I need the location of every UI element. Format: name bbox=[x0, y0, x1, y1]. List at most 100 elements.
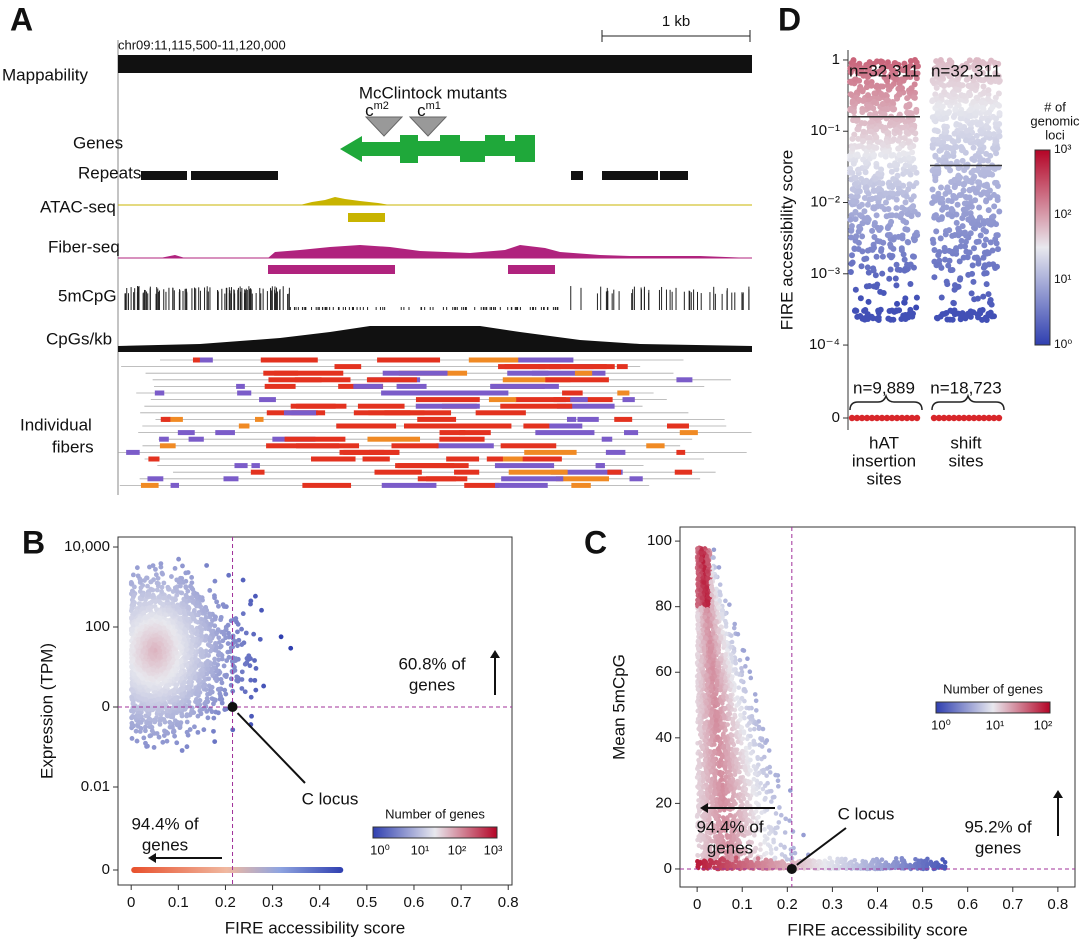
arrow-head bbox=[490, 650, 500, 658]
density-cell bbox=[162, 638, 167, 644]
fiber-segment bbox=[296, 443, 360, 449]
density-cell bbox=[165, 607, 171, 613]
density-cell bbox=[179, 675, 185, 681]
density-cell bbox=[160, 739, 166, 745]
density-cell bbox=[162, 671, 168, 677]
density-cell bbox=[735, 631, 741, 637]
y-axis-label: Mean 5mCpG bbox=[609, 654, 628, 760]
x-axis-label: FIRE accessibility score bbox=[225, 918, 405, 937]
fiber-segment bbox=[382, 370, 448, 376]
density-cell bbox=[248, 598, 254, 604]
density-cell bbox=[158, 561, 164, 567]
density-cell bbox=[151, 745, 157, 750]
density-cell bbox=[227, 649, 233, 654]
density-cell bbox=[164, 738, 170, 744]
density-cell bbox=[176, 706, 182, 711]
density-cell bbox=[155, 581, 161, 587]
density-cell bbox=[161, 733, 167, 738]
density-cell bbox=[212, 656, 218, 662]
density-cell bbox=[149, 706, 155, 712]
x-tick-label: 0.3 bbox=[262, 894, 283, 911]
density-cell bbox=[207, 588, 213, 593]
fiber-segment bbox=[502, 456, 538, 462]
density-cell bbox=[753, 698, 759, 704]
density-cell bbox=[162, 654, 168, 659]
fiber-segment bbox=[255, 416, 264, 422]
density-cell bbox=[233, 639, 239, 644]
fiber-segment bbox=[555, 476, 609, 482]
mutant-base: c bbox=[417, 101, 426, 120]
density-cell bbox=[184, 712, 190, 718]
density-cell bbox=[166, 620, 172, 626]
density-cell bbox=[697, 740, 703, 745]
density-cell bbox=[172, 635, 178, 641]
density-cell bbox=[134, 643, 139, 649]
density-cell bbox=[253, 687, 259, 693]
density-cell bbox=[211, 728, 216, 734]
density-cell bbox=[234, 674, 240, 680]
density-cell bbox=[729, 639, 735, 645]
density-cell bbox=[221, 663, 227, 669]
density-cell bbox=[152, 637, 158, 643]
density-cell bbox=[216, 640, 222, 645]
density-cell bbox=[235, 643, 240, 649]
density-cell bbox=[161, 717, 167, 722]
density-cell bbox=[161, 696, 167, 702]
density-cell bbox=[147, 641, 152, 647]
fiber-segment bbox=[622, 397, 635, 403]
density-cell bbox=[742, 710, 747, 716]
fiber-signal bbox=[160, 245, 752, 258]
fiber-segment bbox=[571, 482, 591, 488]
density-cell bbox=[196, 685, 202, 691]
scale-label: 1 kb bbox=[662, 13, 690, 30]
density-cell bbox=[738, 775, 743, 780]
fiber-segment bbox=[679, 430, 698, 436]
density-cell bbox=[145, 668, 151, 673]
density-cell bbox=[712, 696, 718, 701]
fiber-segment bbox=[562, 390, 583, 396]
density-cell bbox=[157, 641, 163, 646]
density-cell bbox=[198, 711, 204, 717]
fiber-segment bbox=[566, 416, 577, 422]
density-cell bbox=[704, 734, 710, 740]
fiber-segment bbox=[624, 430, 639, 436]
density-cell bbox=[252, 658, 257, 663]
density-cell bbox=[193, 618, 199, 624]
density-cell bbox=[731, 625, 737, 631]
fiber-segment bbox=[377, 357, 430, 363]
density-cell bbox=[224, 658, 230, 663]
density-cell bbox=[203, 637, 208, 643]
density-cell bbox=[141, 610, 147, 616]
density-cell bbox=[207, 643, 213, 649]
density-cell bbox=[178, 624, 184, 630]
mutants-title: McClintock mutants bbox=[359, 83, 507, 102]
density-cell bbox=[159, 601, 165, 607]
density-cell bbox=[230, 659, 236, 665]
density-cell bbox=[172, 733, 178, 739]
y-axis-label: Expression (TPM) bbox=[37, 643, 56, 779]
density-cell bbox=[775, 778, 781, 784]
density-cell bbox=[239, 669, 245, 675]
density-cell bbox=[181, 610, 187, 616]
density-cell bbox=[248, 677, 254, 683]
density-cell bbox=[176, 672, 181, 678]
density-cell bbox=[212, 676, 218, 681]
fiber-segment bbox=[302, 482, 352, 488]
density-cell bbox=[702, 757, 708, 763]
density-cell bbox=[134, 738, 140, 744]
fiber-segment bbox=[259, 397, 276, 403]
density-cell bbox=[729, 676, 735, 681]
density-cell bbox=[174, 676, 180, 682]
density-cell bbox=[225, 641, 231, 646]
density-cell bbox=[158, 712, 164, 718]
density-cell bbox=[132, 610, 138, 616]
colorbar-tick-label: 10³ bbox=[484, 842, 503, 857]
colorbar-title: Number of genes bbox=[385, 806, 485, 821]
density-cell bbox=[129, 664, 134, 669]
mutant-marker bbox=[364, 116, 404, 137]
density-cell bbox=[278, 634, 284, 640]
density-cell bbox=[184, 662, 190, 668]
density-cell bbox=[240, 577, 246, 583]
density-cell bbox=[142, 672, 148, 678]
density-cell bbox=[215, 627, 221, 633]
